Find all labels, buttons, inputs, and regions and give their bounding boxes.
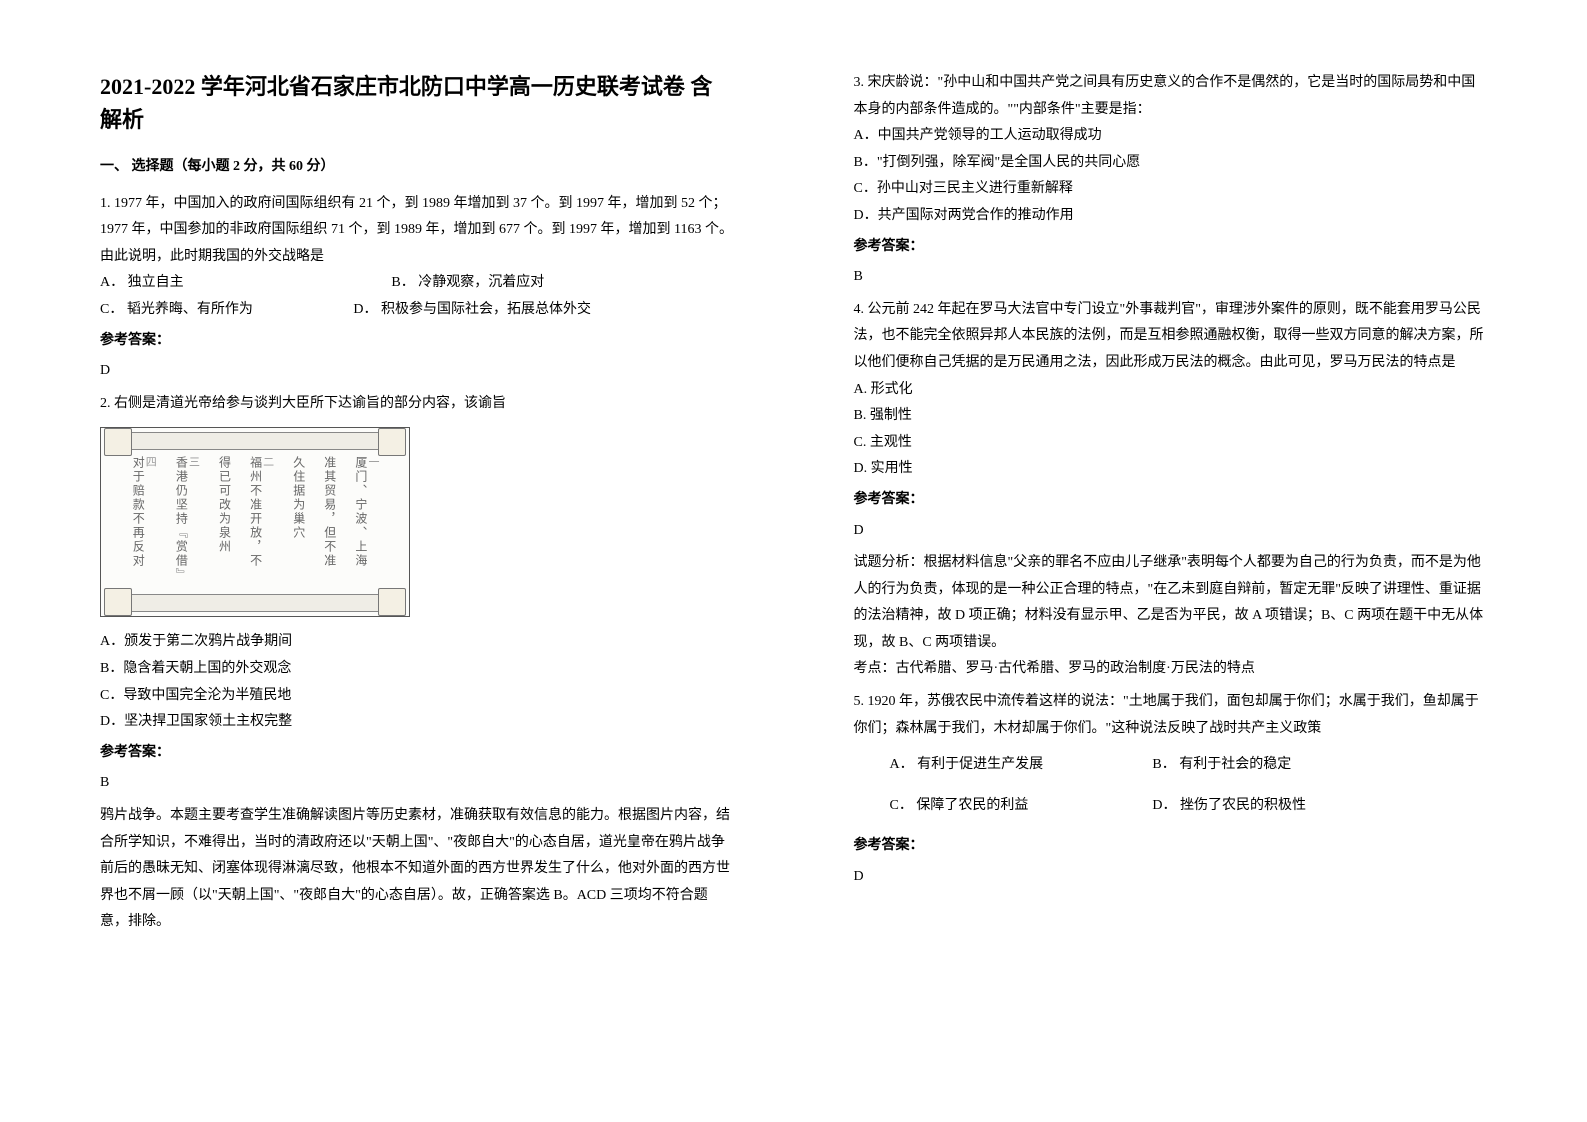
q5-stem: 5. 1920 年，苏俄农民中流传着这样的说法："土地属于我们，面包却属于你们；…	[854, 689, 1488, 742]
q5-opt-b: B． 有利于社会的稳定	[1152, 752, 1487, 779]
q4-explanation-1: 试题分析：根据材料信息"父亲的罪名不应由儿子继承"表明每个人都要为自己的行为负责…	[854, 550, 1488, 656]
scroll-text-columns: 一厦门、宁波、上海 准其贸易，但不准 久住据为巢穴 二福州不准开放，不 得已可改为泉州 三…	[131, 456, 379, 588]
q1-row1: A． 独立自主 B． 冷静观察，沉着应对	[100, 270, 734, 297]
q2-answer-label: 参考答案：	[100, 740, 734, 767]
section-1-heading: 一、 选择题（每小题 2 分，共 60 分）	[100, 154, 734, 181]
left-column: 2021-2022 学年河北省石家庄市北防口中学高一历史联考试卷 含解析 一、 …	[0, 0, 794, 1122]
q3-opt-b: B．"打倒列强，除军阀"是全国人民的共同心愿	[854, 150, 1488, 177]
exam-title: 2021-2022 学年河北省石家庄市北防口中学高一历史联考试卷 含解析	[100, 70, 734, 136]
q2-stem: 2. 右侧是清道光帝给参与谈判大臣所下达谕旨的部分内容，该谕旨	[100, 391, 734, 418]
scroll-knob-icon	[378, 588, 406, 616]
q1-opt-d: D． 积极参与国际社会，拓展总体外交	[353, 297, 733, 324]
q2-explanation: 鸦片战争。本题主要考查学生准确解读图片等历史素材，准确获取有效信息的能力。根据图…	[100, 803, 734, 936]
q2-opt-d: D．坚决捍卫国家领土主权完整	[100, 709, 734, 736]
q2-opt-a: A．颁发于第二次鸦片战争期间	[100, 629, 734, 656]
q4-answer: D	[854, 518, 1488, 545]
question-5: 5. 1920 年，苏俄农民中流传着这样的说法："土地属于我们，面包却属于你们；…	[854, 689, 1488, 891]
scroll-column: 二福州不准开放，不	[248, 456, 273, 588]
q2-opt-b: B．隐含着天朝上国的外交观念	[100, 656, 734, 683]
q5-answer: D	[854, 864, 1488, 891]
q3-answer-label: 参考答案：	[854, 234, 1488, 261]
q2-scroll-image: 一厦门、宁波、上海 准其贸易，但不准 久住据为巢穴 二福州不准开放，不 得已可改为泉州 三…	[100, 427, 410, 617]
q4-opt-d: D. 实用性	[854, 456, 1488, 483]
q1-opt-a: A． 独立自主	[100, 270, 391, 297]
question-1: 1. 1977 年，中国加入的政府间国际组织有 21 个，到 1989 年增加到…	[100, 191, 734, 385]
q3-opt-d: D．共产国际对两党合作的推动作用	[854, 203, 1488, 230]
q2-answer: B	[100, 770, 734, 797]
scroll-knob-icon	[104, 428, 132, 456]
q1-answer-label: 参考答案：	[100, 328, 734, 355]
scroll-knob-icon	[104, 588, 132, 616]
right-column: 3. 宋庆龄说："孙中山和中国共产党之间具有历史意义的合作不是偶然的，它是当时的…	[794, 0, 1587, 1122]
q3-opt-c: C．孙中山对三民主义进行重新解释	[854, 176, 1488, 203]
q2-opt-c: C．导致中国完全沦为半殖民地	[100, 683, 734, 710]
scroll-column: 准其贸易，但不准	[323, 456, 336, 588]
q4-answer-label: 参考答案：	[854, 487, 1488, 514]
scroll-top-bar	[107, 432, 403, 450]
q4-opt-b: B. 强制性	[854, 403, 1488, 430]
q1-answer: D	[100, 358, 734, 385]
scroll-column: 四对于赔款不再反对	[131, 456, 156, 588]
q1-opt-b: B． 冷静观察，沉着应对	[391, 270, 733, 297]
question-3: 3. 宋庆龄说："孙中山和中国共产党之间具有历史意义的合作不是偶然的，它是当时的…	[854, 70, 1488, 291]
q1-stem: 1. 1977 年，中国加入的政府间国际组织有 21 个，到 1989 年增加到…	[100, 191, 734, 271]
q5-opt-c: C． 保障了农民的利益	[890, 793, 1153, 820]
q5-opt-d: D． 挫伤了农民的积极性	[1152, 793, 1487, 820]
q5-opt-a: A． 有利于促进生产发展	[890, 752, 1153, 779]
q4-explanation-2: 考点：古代希腊、罗马·古代希腊、罗马的政治制度·万民法的特点	[854, 656, 1488, 683]
q1-row2: C． 韬光养晦、有所作为 D． 积极参与国际社会，拓展总体外交	[100, 297, 734, 324]
scroll-column: 久住据为巢穴	[292, 456, 305, 588]
q4-stem: 4. 公元前 242 年起在罗马大法官中专门设立"外事裁判官"，审理涉外案件的原…	[854, 297, 1488, 377]
q4-opt-c: C. 主观性	[854, 430, 1488, 457]
scroll-bottom-bar	[107, 594, 403, 612]
q3-stem: 3. 宋庆龄说："孙中山和中国共产党之间具有历史意义的合作不是偶然的，它是当时的…	[854, 70, 1488, 123]
q3-answer: B	[854, 264, 1488, 291]
q1-opt-c: C． 韬光养晦、有所作为	[100, 297, 353, 324]
scroll-column: 得已可改为泉州	[217, 456, 230, 588]
q4-opt-a: A. 形式化	[854, 377, 1488, 404]
question-2: 2. 右侧是清道光帝给参与谈判大臣所下达谕旨的部分内容，该谕旨 一厦门、宁波、上…	[100, 391, 734, 936]
scroll-column: 三香港仍坚持『赏借』	[174, 456, 199, 588]
scroll-column: 一厦门、宁波、上海	[354, 456, 379, 588]
q5-options: A． 有利于促进生产发展 B． 有利于社会的稳定 C． 保障了农民的利益 D． …	[854, 752, 1488, 819]
question-4: 4. 公元前 242 年起在罗马大法官中专门设立"外事裁判官"，审理涉外案件的原…	[854, 297, 1488, 683]
q5-answer-label: 参考答案：	[854, 833, 1488, 860]
scroll-knob-icon	[378, 428, 406, 456]
q3-opt-a: A．中国共产党领导的工人运动取得成功	[854, 123, 1488, 150]
